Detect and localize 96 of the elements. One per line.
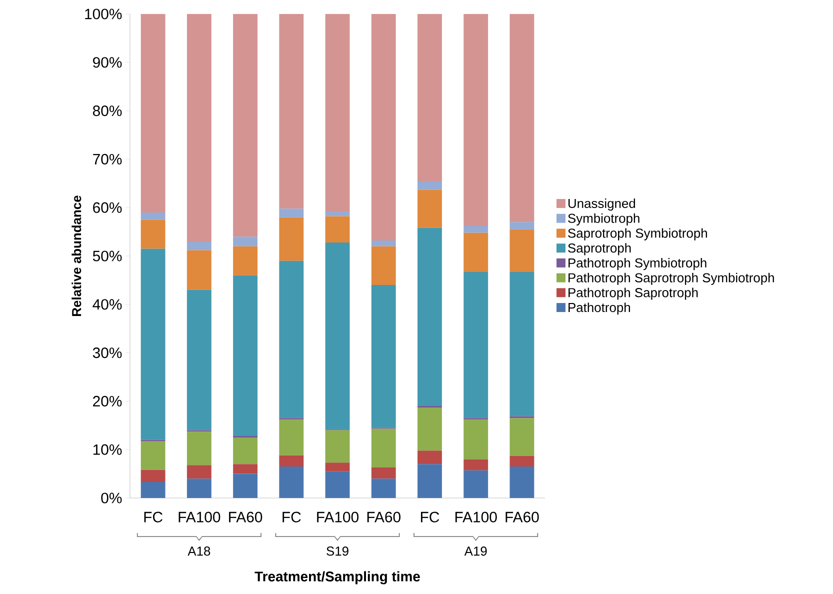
bar [371, 285, 396, 428]
bar [186, 478, 212, 498]
text: S19 [326, 546, 348, 556]
bar [510, 466, 534, 498]
bar [325, 211, 350, 216]
y-tick-label: 90% [93, 57, 122, 68]
bar [464, 14, 488, 226]
bar [140, 14, 166, 212]
bar [140, 212, 166, 220]
text: A18 [188, 546, 210, 556]
bar [325, 216, 350, 242]
bar [325, 462, 350, 472]
bar [464, 272, 488, 418]
bar [279, 455, 304, 467]
bar [233, 438, 258, 464]
bar [279, 14, 304, 209]
y-axis-title: Relative abundance [72, 196, 82, 316]
bar [140, 441, 166, 470]
x-tick-label: FC [282, 512, 301, 522]
bar [371, 428, 396, 468]
x-axis-title: Treatment/Sampling time [254, 571, 420, 584]
bar [418, 190, 442, 228]
bar [186, 432, 212, 466]
bar [464, 226, 488, 233]
bar [186, 241, 212, 250]
bar [418, 464, 442, 498]
bar [510, 272, 534, 416]
bar [186, 465, 212, 479]
bar [510, 456, 534, 467]
bar [464, 470, 488, 498]
bar [464, 459, 488, 470]
legend-label: Symbiotroph [568, 213, 640, 226]
x-tick-label: FA60 [229, 512, 262, 522]
bar [140, 248, 166, 440]
bar [418, 450, 442, 464]
bar [279, 208, 304, 218]
legend-label: Unassigned [568, 198, 636, 211]
bar [233, 14, 258, 237]
bar [186, 290, 212, 430]
y-tick-label: 100% [85, 8, 122, 20]
bar [279, 466, 304, 498]
y-tick-label: 70% [93, 154, 122, 164]
bar [325, 242, 350, 430]
bar [186, 14, 212, 242]
y-tick-label: 10% [93, 444, 122, 455]
bar [233, 275, 258, 436]
legend-label: Saprotroph Symbiotroph [568, 228, 707, 240]
text: A19 [464, 546, 487, 556]
bar [510, 418, 534, 456]
bar [233, 246, 258, 276]
bar [140, 470, 166, 482]
y-tick-label: 80% [92, 106, 122, 116]
x-tick-label: FC [144, 512, 162, 522]
bar [418, 14, 442, 181]
y-tick-label: 50% [92, 250, 122, 262]
bar [325, 471, 350, 498]
legend-label: Pathotroph [568, 302, 630, 315]
y-tick-label: 40% [92, 299, 122, 310]
bar [510, 14, 534, 222]
bar [418, 180, 442, 190]
y-tick-label: 20% [93, 396, 122, 406]
bar [371, 14, 396, 241]
legend-label: Pathotroph Saprotroph Symbiotroph [568, 272, 774, 285]
y-tick-label: 0% [101, 492, 122, 504]
bar [510, 229, 534, 272]
bar [279, 217, 304, 261]
bar [279, 420, 304, 456]
y-tick-label: 60% [93, 202, 122, 213]
bar [140, 482, 166, 498]
bar [371, 468, 396, 479]
bar [233, 236, 258, 246]
bar [233, 474, 258, 498]
bar [325, 430, 350, 463]
legend-label: Pathotroph Saprotroph [568, 288, 698, 300]
bar [418, 228, 442, 406]
x-tick-label: FA100 [317, 512, 359, 522]
x-tick-label: FA100 [455, 512, 497, 522]
x-tick-label: FA100 [178, 512, 220, 522]
bar [140, 220, 166, 249]
x-tick-label: FA60 [506, 512, 539, 522]
x-tick-label: FA60 [367, 512, 400, 522]
bar [464, 420, 488, 460]
bar [418, 407, 442, 451]
bar [510, 222, 534, 230]
bar [371, 246, 396, 286]
x-tick-label: FC [420, 512, 440, 522]
bar [325, 14, 350, 212]
bar [371, 478, 396, 498]
bar [371, 240, 396, 246]
bar [464, 232, 488, 272]
y-tick-label: 30% [92, 348, 122, 358]
bar [186, 250, 212, 290]
legend-label: Saprotroph [568, 243, 631, 256]
bar [233, 464, 258, 474]
bar [279, 260, 304, 418]
legend-label: Pathotroph Symbiotroph [568, 258, 706, 270]
